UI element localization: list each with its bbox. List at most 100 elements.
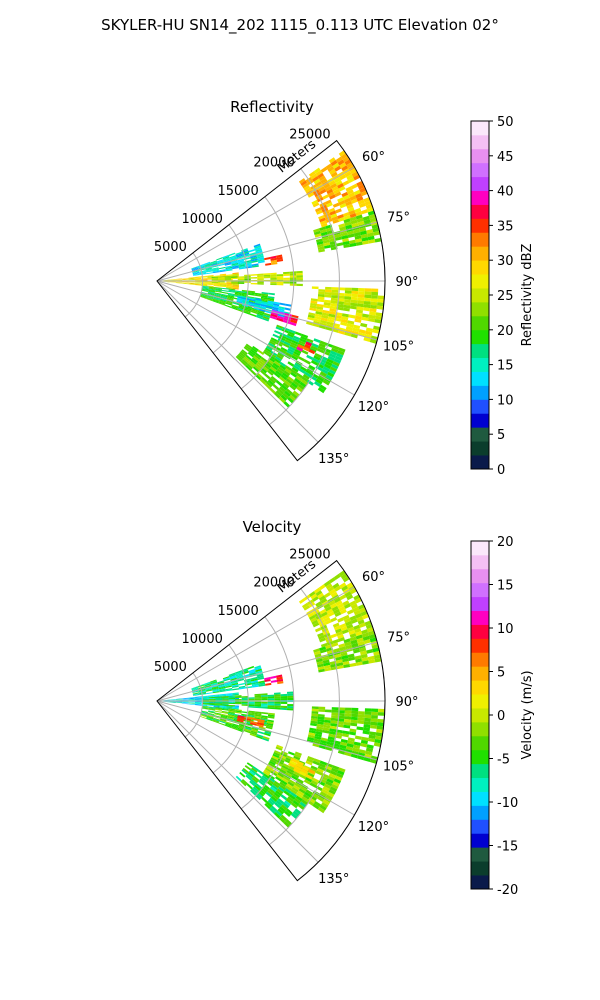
echo-cell xyxy=(324,289,332,293)
echo-cell xyxy=(182,281,189,283)
echo-cell xyxy=(361,632,369,638)
echo-cell xyxy=(194,702,202,704)
echo-cell xyxy=(261,293,269,297)
echo-cell xyxy=(250,789,257,796)
echo-cell xyxy=(345,746,354,751)
echo-cell xyxy=(249,297,256,300)
echo-cell xyxy=(308,729,316,734)
echo-cell xyxy=(266,303,274,307)
echo-cell xyxy=(313,178,321,185)
echo-cell xyxy=(334,177,341,184)
echo-cell xyxy=(261,696,268,699)
echo-cell xyxy=(312,622,320,628)
echo-cell xyxy=(329,770,338,776)
echo-cell xyxy=(251,727,259,731)
echo-cell xyxy=(335,180,343,186)
echo-cell xyxy=(254,294,262,297)
echo-cell xyxy=(259,358,266,365)
echo-cell xyxy=(237,297,244,301)
echo-cell xyxy=(232,266,239,270)
echo-cell xyxy=(257,273,264,276)
echo-cell xyxy=(346,230,354,236)
echo-cell xyxy=(279,754,287,760)
echo-cell xyxy=(291,339,299,345)
echo-cell xyxy=(330,303,338,307)
echo-cell xyxy=(331,363,339,370)
echo-cell xyxy=(361,657,369,662)
echo-cell xyxy=(306,338,314,344)
echo-cell xyxy=(327,191,335,197)
echo-cell xyxy=(234,695,242,697)
echo-cell xyxy=(219,273,227,276)
echo-cell xyxy=(346,743,354,748)
echo-cell xyxy=(323,302,331,306)
echo-cell xyxy=(199,272,207,275)
echo-cell xyxy=(228,704,236,707)
echo-cell xyxy=(271,364,279,371)
echo-cell xyxy=(250,274,258,276)
echo-cell xyxy=(367,630,375,636)
echo-cell xyxy=(334,775,343,782)
echo-cell xyxy=(209,679,217,683)
echo-cell xyxy=(354,235,362,240)
echo-cell xyxy=(313,355,321,361)
echo-cell xyxy=(215,289,222,292)
echo-cell xyxy=(241,696,249,698)
echo-cell xyxy=(257,258,265,262)
colorbar-swatch xyxy=(471,610,489,625)
echo-cell xyxy=(229,256,237,260)
echo-cell xyxy=(231,682,239,686)
echo-cell xyxy=(339,623,347,629)
echo-cell xyxy=(287,751,295,756)
echo-cell xyxy=(257,769,265,776)
echo-cell xyxy=(269,675,277,679)
echo-cell xyxy=(231,684,239,687)
echo-cell xyxy=(335,628,342,634)
echo-cell xyxy=(200,714,207,718)
echo-cell xyxy=(218,279,225,281)
echo-cell xyxy=(206,715,214,719)
echo-cell xyxy=(247,361,255,368)
echo-cell xyxy=(204,685,212,688)
echo-cell xyxy=(241,704,249,706)
echo-cell xyxy=(325,326,333,332)
echo-cell xyxy=(182,282,189,283)
echo-cell xyxy=(324,185,332,192)
echo-cell xyxy=(231,681,238,685)
echo-cell xyxy=(363,639,371,645)
echo-cell xyxy=(290,802,298,809)
echo-cell xyxy=(256,724,264,728)
echo-cell xyxy=(279,768,287,774)
range-ring xyxy=(184,252,204,318)
echo-cell xyxy=(264,256,271,261)
echo-cell xyxy=(349,636,357,642)
echo-cell xyxy=(270,805,278,813)
echo-cell xyxy=(254,292,262,296)
echo-cell xyxy=(377,712,385,716)
echo-cell xyxy=(243,309,251,314)
colorbar-swatch xyxy=(471,176,489,191)
echo-cell xyxy=(229,675,237,679)
echo-cell xyxy=(251,260,258,264)
echo-cell xyxy=(254,712,262,716)
echo-cell xyxy=(299,381,307,388)
echo-cell xyxy=(317,765,325,771)
echo-cell xyxy=(265,310,272,314)
echo-cell xyxy=(346,594,354,601)
echo-cell xyxy=(207,715,214,718)
echo-cell xyxy=(251,683,259,687)
echo-cell xyxy=(191,686,198,690)
echo-cell xyxy=(263,274,271,277)
echo-cell xyxy=(313,800,322,808)
echo-cell xyxy=(314,627,322,633)
echo-cell xyxy=(212,690,220,693)
echo-cell xyxy=(342,730,350,735)
echo-cell xyxy=(293,784,300,791)
echo-cell xyxy=(339,174,347,181)
echo-cell xyxy=(308,797,316,804)
echo-cell xyxy=(309,795,317,801)
echo-cell xyxy=(339,226,347,231)
echo-cell xyxy=(213,705,220,707)
echo-cell xyxy=(366,232,374,238)
echo-cell xyxy=(257,276,264,279)
